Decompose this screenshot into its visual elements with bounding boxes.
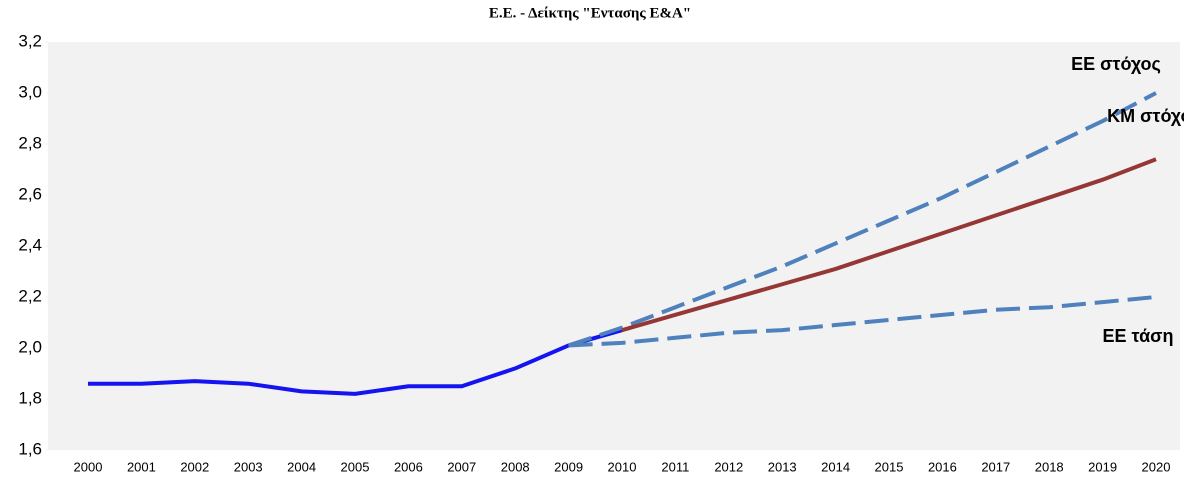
y-tick-label: 2,4 <box>18 235 42 254</box>
series-line <box>88 328 623 396</box>
x-tick-label: 2007 <box>447 459 476 474</box>
series-label: ΕΕ στόχος <box>1071 54 1161 74</box>
x-tick-label: 2000 <box>74 459 103 474</box>
x-tick-label: 2019 <box>1088 459 1117 474</box>
x-tick-label: 2010 <box>608 459 637 474</box>
x-tick-label: 2011 <box>661 459 689 474</box>
series-label: ΚΜ στόχος <box>1107 106 1184 126</box>
y-tick-label: 1,8 <box>18 388 42 407</box>
x-tick-label: 2012 <box>714 459 743 474</box>
x-tick-label: 2014 <box>821 459 850 474</box>
y-tick-label: 3,2 <box>18 31 42 50</box>
x-tick-label: 2009 <box>554 459 583 474</box>
x-tick-label: 2003 <box>234 459 263 474</box>
x-tick-label: 2005 <box>341 459 370 474</box>
x-tick-label: 2004 <box>287 459 316 474</box>
x-tick-label: 2016 <box>928 459 957 474</box>
x-tick-label: 2006 <box>394 459 423 474</box>
y-tick-label: 2,6 <box>18 184 42 203</box>
x-tick-label: 2017 <box>981 459 1010 474</box>
y-tick-label: 2,2 <box>18 286 42 305</box>
x-tick-label: 2015 <box>875 459 904 474</box>
x-tick-label: 2018 <box>1035 459 1064 474</box>
y-tick-label: 1,6 <box>18 439 42 458</box>
x-tick-label: 2001 <box>127 459 156 474</box>
y-tick-label: 2,8 <box>18 133 42 152</box>
series-line <box>621 157 1157 333</box>
y-tick-label: 3,0 <box>18 82 42 101</box>
series-label: ΕΕ τάση <box>1103 326 1174 346</box>
x-tick-label: 2013 <box>768 459 797 474</box>
plot-area <box>48 42 1180 450</box>
chart-title: Ε.Ε. - Δείκτης "Εντασης Ε&Α" <box>489 5 691 21</box>
y-tick-label: 2,0 <box>18 337 42 356</box>
x-tick-label: 2002 <box>180 459 209 474</box>
series-line <box>567 91 1157 348</box>
x-tick-label: 2008 <box>501 459 530 474</box>
x-tick-label: 2020 <box>1142 459 1171 474</box>
